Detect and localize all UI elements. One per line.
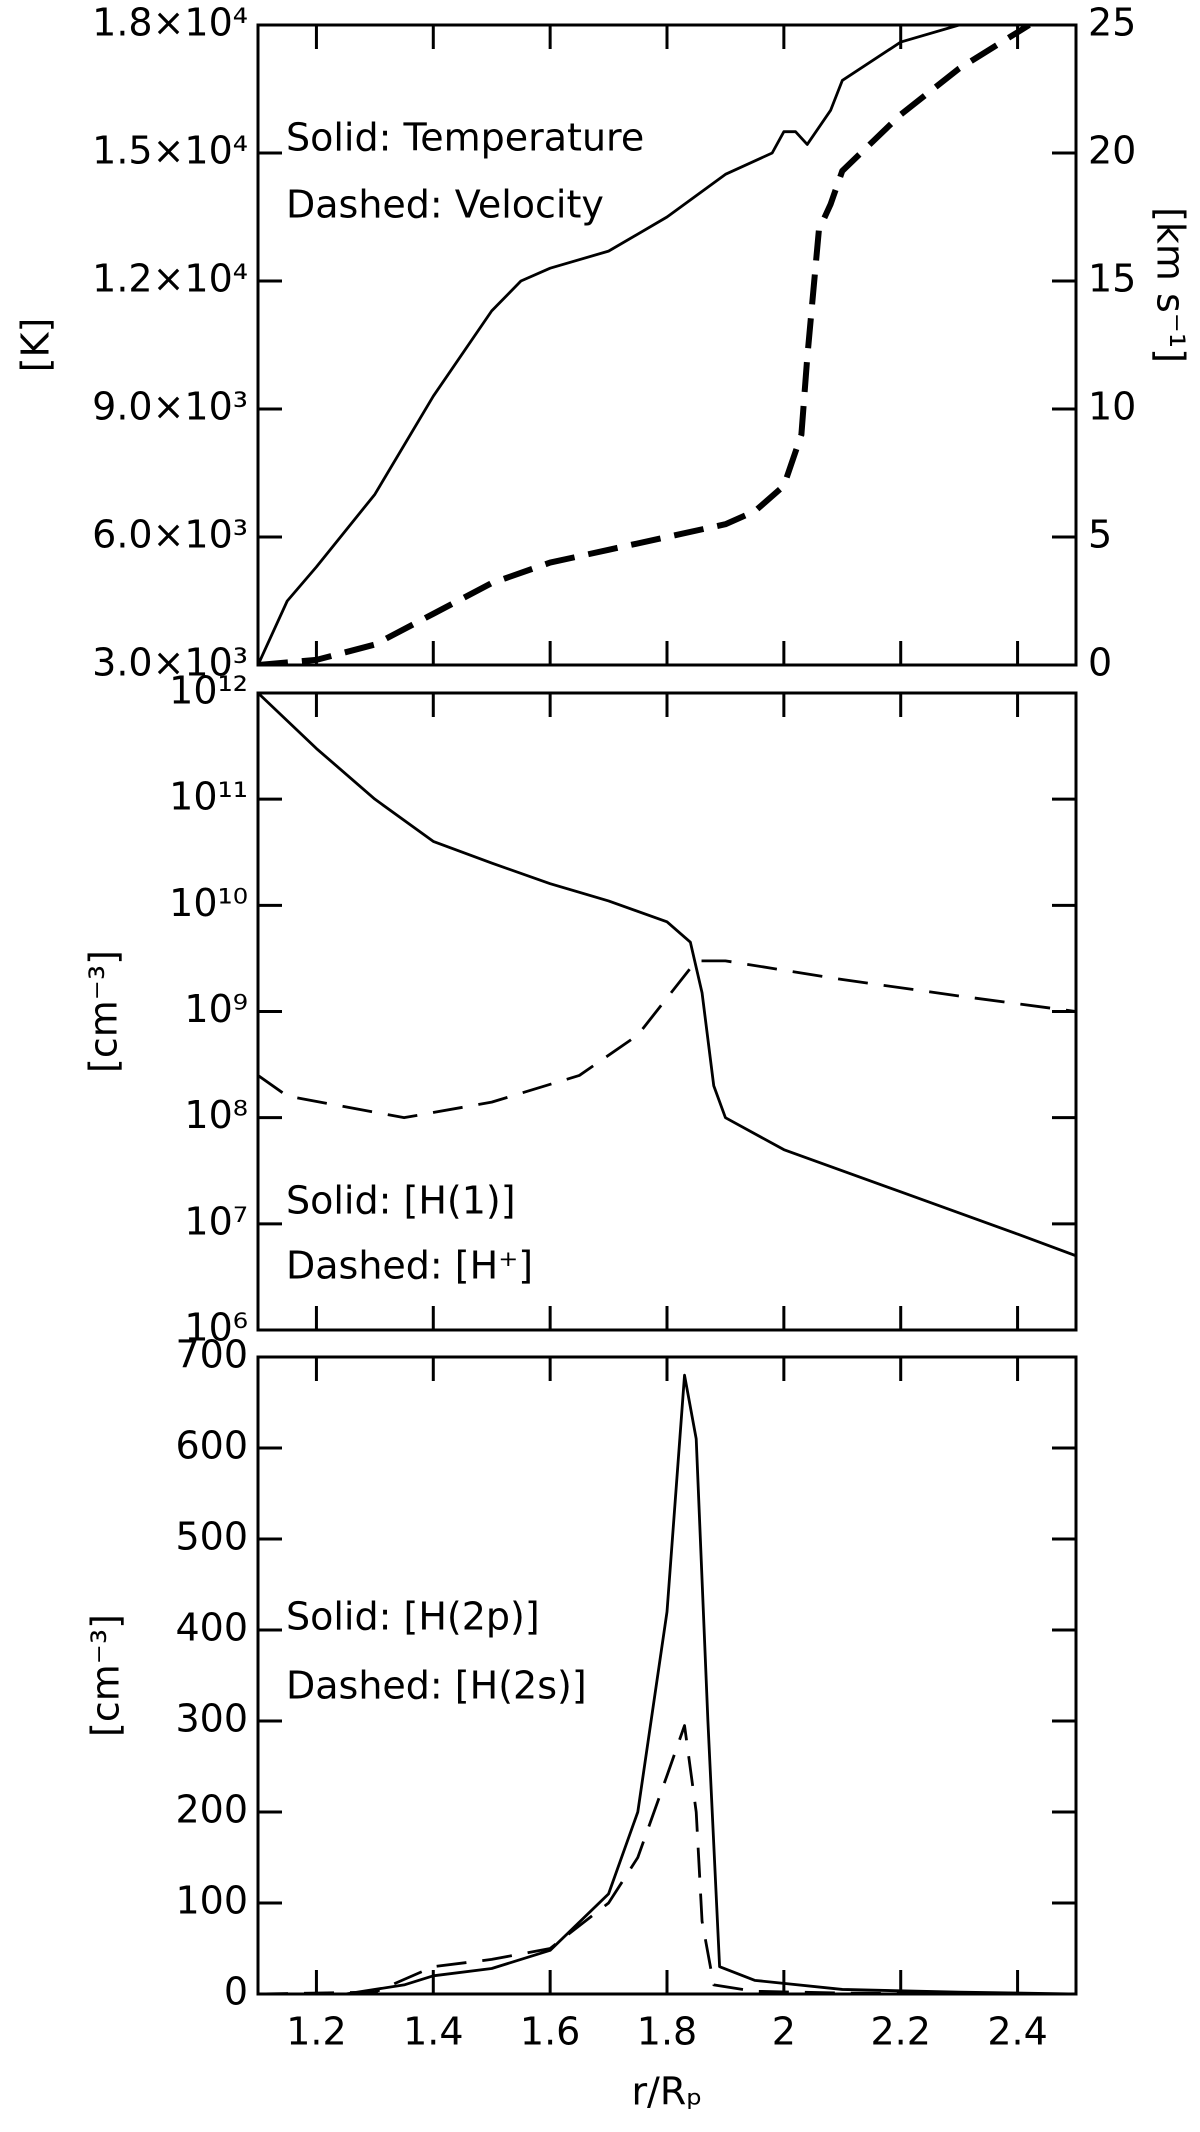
y-tick-label: 3.0×10³: [92, 641, 248, 685]
y-tick-label: 10⁹: [184, 987, 248, 1031]
x-tick-label: 1.4: [403, 2010, 463, 2054]
y-tick-label: 700: [175, 1333, 248, 1377]
y-tick-label: 10⁷: [184, 1199, 248, 1243]
x-tick-label: 2: [772, 2010, 796, 2054]
y-tick-label: 6.0×10³: [92, 513, 248, 557]
y-tick-label: 400: [175, 1606, 248, 1650]
y-tick-label: 1.5×10⁴: [92, 129, 248, 173]
y-tick-label: 10¹¹: [169, 775, 248, 819]
plot-frame: [256, 691, 1078, 1332]
plot-frame: [256, 1355, 1078, 1996]
y-tick-label: 1.8×10⁴: [92, 1, 248, 45]
y-axis-label: [cm⁻³]: [82, 950, 126, 1073]
y-tick-label: 1.2×10⁴: [92, 257, 248, 301]
y2-tick-label: 0: [1088, 641, 1112, 685]
y-tick-label: 200: [175, 1788, 248, 1832]
y2-axis-label: [km s⁻¹]: [1149, 207, 1193, 363]
data-line: [258, 25, 1031, 665]
x-tick-label: 1.6: [520, 2010, 580, 2054]
data-line: [258, 1724, 1076, 1994]
data-line: [258, 25, 960, 665]
y-tick-label: 10¹⁰: [169, 881, 248, 925]
annotation: Dashed: Velocity: [286, 183, 604, 227]
x-tick-label: 1.2: [286, 2010, 346, 2054]
y-tick-label: 10⁶: [184, 1306, 248, 1350]
x-axis-label: r/Rₚ: [631, 2070, 702, 2114]
x-tick-label: 2.2: [870, 2010, 930, 2054]
y2-tick-label: 20: [1088, 129, 1136, 173]
data-line: [258, 959, 1076, 1120]
y-axis-label: [cm⁻³]: [84, 1614, 128, 1737]
data-line: [258, 693, 1076, 1258]
x-tick-label: 2.4: [987, 2010, 1047, 2054]
x-tick-label: 1.8: [637, 2010, 697, 2054]
y-tick-label: 500: [175, 1515, 248, 1559]
y-tick-label: 10¹²: [169, 669, 248, 713]
y-tick-label: 9.0×10³: [92, 385, 248, 429]
annotation: Solid: Temperature: [286, 116, 644, 160]
annotation: Solid: [H(1)]: [286, 1179, 516, 1223]
y2-tick-label: 15: [1088, 257, 1136, 301]
y-axis-label: [K]: [14, 318, 58, 373]
y-tick-label: 100: [175, 1879, 248, 1923]
y2-tick-label: 25: [1088, 1, 1136, 45]
y2-tick-label: 10: [1088, 385, 1136, 429]
y-tick-label: 10⁸: [184, 1093, 248, 1137]
annotation: Solid: [H(2p)]: [286, 1595, 540, 1639]
y-tick-label: 300: [175, 1697, 248, 1741]
annotation: Dashed: [H⁺]: [286, 1244, 533, 1288]
y-tick-label: 0: [224, 1970, 248, 2014]
y2-tick-label: 5: [1088, 513, 1112, 557]
data-line: [258, 1373, 1076, 1994]
y-tick-label: 600: [175, 1424, 248, 1468]
annotation: Dashed: [H(2s)]: [286, 1664, 587, 1708]
plot-frame: [256, 23, 1078, 667]
